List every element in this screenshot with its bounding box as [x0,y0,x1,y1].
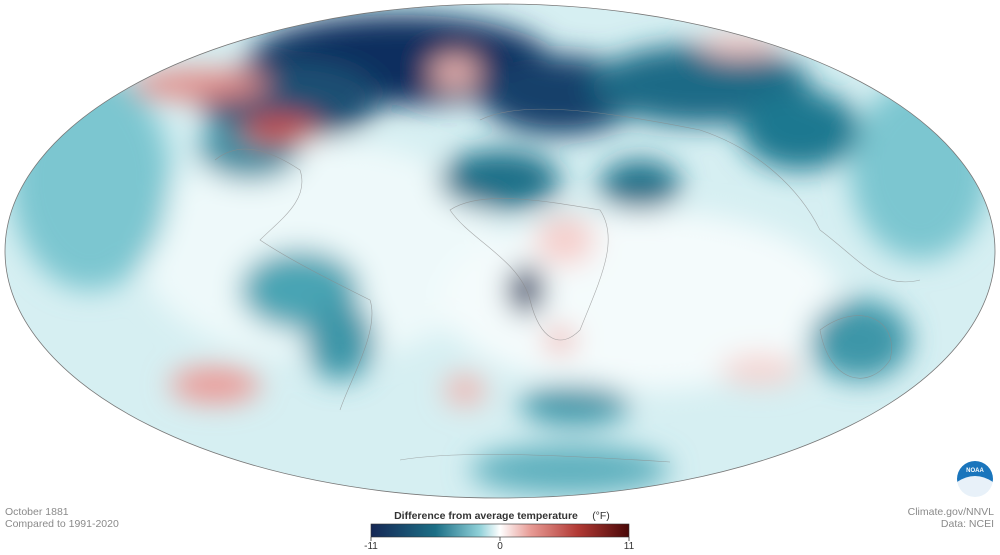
baseline-label: Compared to 1991-2020 [5,518,119,530]
tick-label: -11 [364,541,378,552]
date-label: October 1881 [5,506,69,518]
anomaly-map [5,4,995,498]
color-scale [370,523,630,538]
noaa-logo: NOAA [957,461,993,500]
source-label: Climate.gov/NNVL [908,506,995,518]
legend-ticks: -11 0 11 [364,537,635,552]
globe-outline [4,3,996,499]
tick-label: 0 [497,541,503,552]
legend-title: Difference from average temperature [394,510,578,522]
data-label: Data: NCEI [941,518,994,530]
logo-text: NOAA [966,468,984,474]
tick-label: 11 [624,541,635,552]
legend-unit: (°F) [592,510,610,522]
